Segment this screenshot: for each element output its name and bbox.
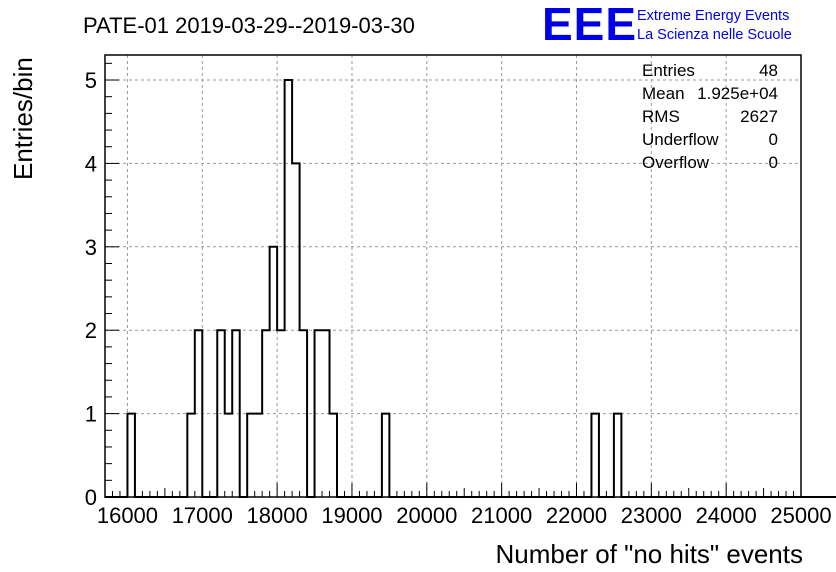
x-tick-label: 25000	[770, 503, 831, 528]
histogram-bin	[382, 414, 389, 497]
x-tick-label: 23000	[621, 503, 682, 528]
x-tick-label: 24000	[696, 503, 757, 528]
histogram-bin	[270, 247, 277, 497]
x-axis-title: Number of "no hits" events	[496, 539, 804, 569]
stats-value: 0	[769, 153, 778, 172]
stats-label: Overflow	[642, 153, 710, 172]
y-tick-label: 3	[85, 235, 97, 260]
y-tick-label: 0	[85, 485, 97, 510]
y-tick-label: 1	[85, 402, 97, 427]
histogram-bin	[285, 80, 292, 497]
x-tick-label: 20000	[396, 503, 457, 528]
x-tick-label: 22000	[546, 503, 607, 528]
x-tick-label: 19000	[321, 503, 382, 528]
histogram-bin	[247, 414, 254, 497]
grid	[105, 55, 801, 497]
stats-value: 0	[769, 130, 778, 149]
stats-label: RMS	[642, 107, 680, 126]
eee-logo-mark: EEE	[542, 0, 637, 50]
plot-border	[104, 54, 802, 498]
y-tick-label: 2	[85, 318, 97, 343]
histogram-bin	[225, 414, 232, 497]
histogram-bin	[255, 414, 262, 497]
stats-value: 2627	[740, 107, 778, 126]
x-tick-label: 18000	[247, 503, 308, 528]
chart-title: PATE-01 2019-03-29--2019-03-30	[83, 13, 415, 38]
eee-logo-line2: La Scienza nelle Scuole	[637, 27, 792, 43]
histogram-bin	[330, 414, 337, 497]
stats-label: Entries	[642, 61, 695, 80]
histogram-bin	[127, 414, 134, 497]
axis-ticks: 16000 17000 18000 19000 20000 21000 22000 23000…	[85, 62, 832, 528]
stats-value: 48	[759, 61, 778, 80]
histogram-bin	[187, 414, 194, 497]
x-tick-label: 21000	[471, 503, 532, 528]
y-tick-label: 4	[85, 151, 97, 176]
y-axis-title: Entries/bin	[8, 57, 38, 180]
plot-frame	[104, 54, 802, 498]
stats-value: 1.925e+04	[697, 84, 778, 103]
histogram-bin	[614, 414, 621, 497]
stats-box: Entries 48 Mean 1.925e+04 RMS 2627 Underflow 0 O…	[642, 61, 778, 172]
y-tick-label: 5	[85, 68, 97, 93]
eee-logo: EEE Extreme Energy Events La Scienza nel…	[542, 0, 792, 50]
stats-label: Mean	[642, 84, 685, 103]
stats-label: Underflow	[642, 130, 719, 149]
histogram-bin	[591, 414, 598, 497]
x-tick-label: 16000	[97, 503, 158, 528]
x-tick-label: 17000	[172, 503, 233, 528]
eee-logo-line1: Extreme Energy Events	[637, 8, 789, 24]
